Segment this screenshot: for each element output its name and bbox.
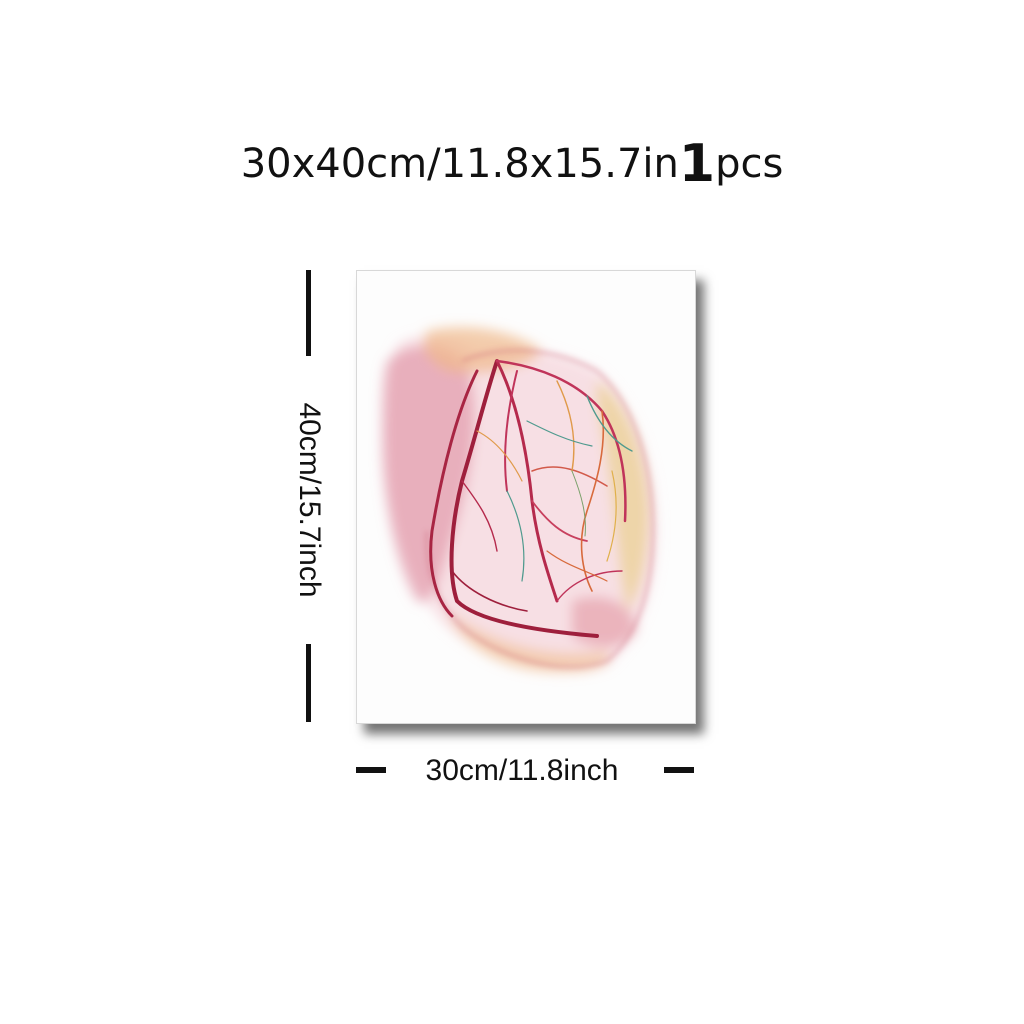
quantity-number: 1	[678, 134, 716, 194]
width-dimension-bar-left	[356, 767, 386, 773]
canvas-print	[356, 270, 696, 724]
heart-outline	[425, 349, 655, 668]
product-size-title: 30x40cm/11.8x15.7in1pcs	[0, 138, 1024, 190]
height-dimension-bar-bottom	[306, 644, 311, 722]
width-dimension-bar-right	[664, 767, 694, 773]
height-dimension-label: 40cm/15.7inch	[293, 402, 326, 598]
quantity-unit: pcs	[715, 141, 784, 187]
size-text: 30x40cm/11.8x15.7in	[240, 141, 679, 187]
coronary-vessels	[429, 359, 633, 638]
heart-artwork	[382, 327, 657, 673]
height-dimension-bar-top	[306, 270, 311, 356]
width-dimension-label: 30cm/11.8inch	[425, 754, 619, 787]
